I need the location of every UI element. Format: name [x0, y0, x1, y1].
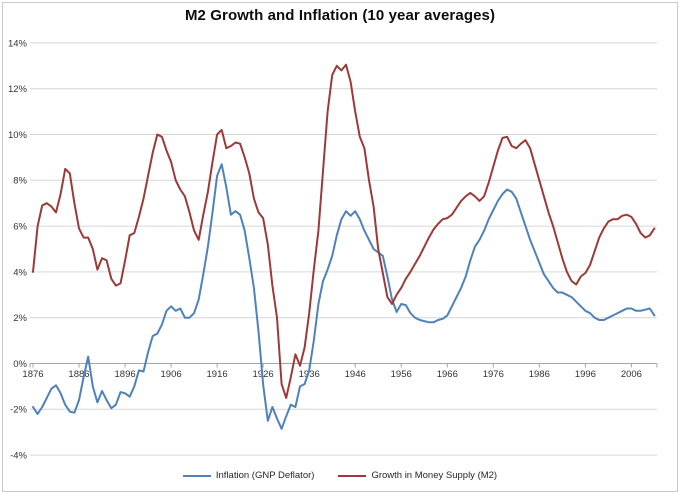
y-tick-label: -2% [10, 405, 27, 416]
legend-label-inflation: Inflation (GNP Deflator) [215, 470, 315, 481]
y-tick-label: -4% [10, 451, 27, 462]
x-tick-label: 1936 [299, 369, 320, 380]
x-tick-label: 1906 [161, 369, 182, 380]
x-tick-label: 1966 [437, 369, 458, 380]
y-tick-label: 2% [13, 313, 27, 324]
y-tick-label: 14% [8, 38, 28, 49]
x-tick-label: 1986 [529, 369, 550, 380]
x-tick-label: 2006 [621, 369, 642, 380]
y-tick-label: 12% [8, 84, 28, 95]
x-tick-label: 1976 [483, 369, 504, 380]
legend-label-m2-growth: Growth in Money Supply (M2) [371, 470, 498, 481]
x-tick-label: 1886 [68, 369, 89, 380]
chart-title: M2 Growth and Inflation (10 year average… [184, 7, 496, 24]
y-tick-label: 8% [13, 176, 27, 187]
legend: Inflation (GNP Deflator) Growth in Money… [0, 470, 680, 481]
x-tick-label: 1946 [345, 369, 366, 380]
x-tick-label: 1916 [207, 369, 228, 380]
x-tick-label: 1996 [575, 369, 596, 380]
y-tick-label: 4% [13, 267, 27, 278]
x-tick-label: 1896 [115, 369, 136, 380]
series-line-inflation [32, 163, 656, 430]
legend-swatch-inflation [182, 474, 211, 477]
y-tick-label: 6% [13, 222, 27, 233]
x-tick-label: 1956 [391, 369, 412, 380]
series-line-m2-growth [32, 63, 656, 399]
x-tick-label: 1876 [22, 369, 43, 380]
y-tick-label: 0% [13, 359, 27, 370]
y-tick-label: 10% [8, 130, 28, 141]
legend-swatch-m2-growth [338, 474, 367, 477]
legend-item-inflation: Inflation (GNP Deflator) [182, 470, 315, 481]
legend-item-m2-growth: Growth in Money Supply (M2) [338, 470, 497, 481]
